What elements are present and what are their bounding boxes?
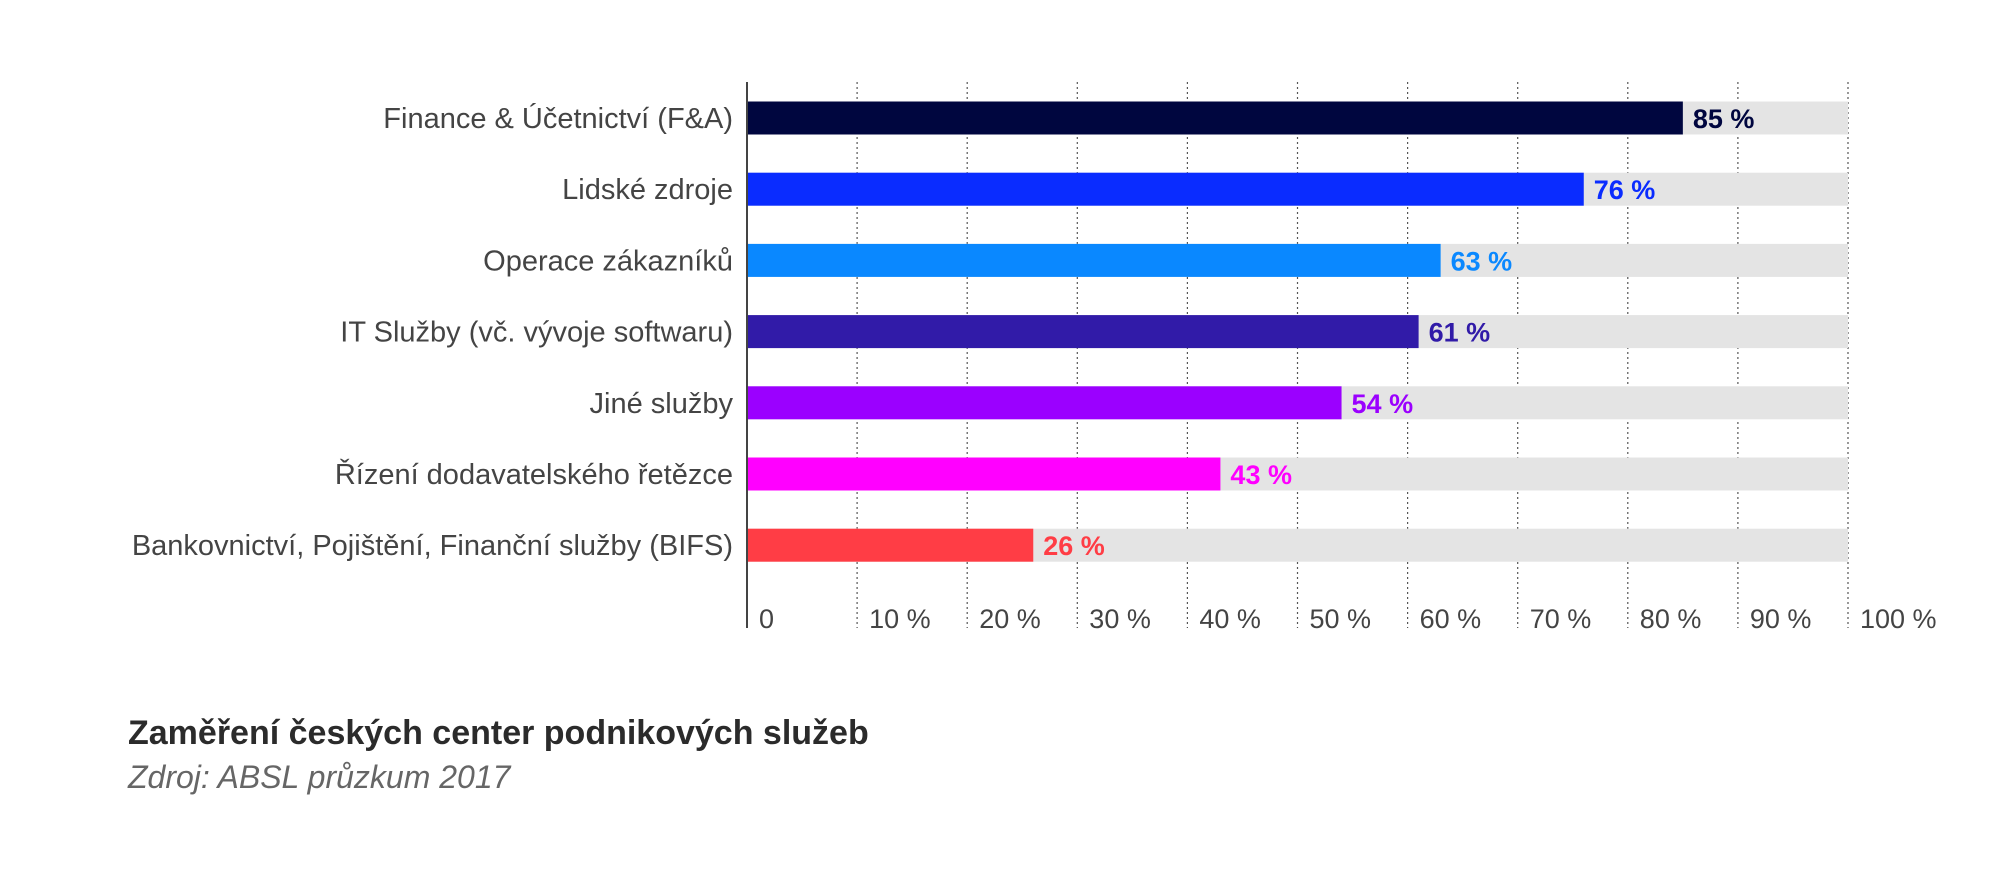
- x-tick-label: 100 %: [1860, 604, 1937, 634]
- value-label: 26 %: [1043, 531, 1105, 561]
- chart-title: Zaměření českých center podnikových služ…: [128, 714, 869, 752]
- value-label: 43 %: [1230, 460, 1292, 490]
- x-tick-label: 80 %: [1640, 604, 1702, 634]
- x-tick-label: 30 %: [1089, 604, 1151, 634]
- bar-chart: Finance & Účetnictví (F&A) Lidské zdroje O…: [132, 82, 1937, 634]
- bar: [747, 243, 1441, 277]
- chart-caption: Zaměření českých center podnikových služ…: [128, 714, 869, 796]
- bar: [747, 457, 1221, 491]
- x-tick-label: 10 %: [869, 604, 931, 634]
- bar: [747, 386, 1342, 420]
- bar: [747, 101, 1683, 135]
- bar: [747, 172, 1584, 206]
- category-label: IT Služby (vč. vývoje softwaru): [340, 317, 733, 349]
- category-label: Operace zákazníků: [483, 245, 733, 277]
- x-tick-label: 0: [759, 604, 774, 634]
- category-label: Lidské zdroje: [562, 174, 733, 206]
- bar: [747, 528, 1034, 562]
- category-label: Bankovnictví, Pojištění, Finanční služby…: [132, 530, 733, 562]
- value-label: 63 %: [1451, 246, 1513, 276]
- x-tick-label: 20 %: [979, 604, 1041, 634]
- data-bars: [747, 101, 1683, 562]
- x-tick-label: 50 %: [1310, 604, 1372, 634]
- bar: [747, 315, 1419, 349]
- value-label: 76 %: [1594, 175, 1656, 205]
- x-tick-label: 40 %: [1199, 604, 1261, 634]
- value-label: 54 %: [1352, 389, 1414, 419]
- value-label: 61 %: [1429, 318, 1491, 348]
- x-tick-label: 70 %: [1530, 604, 1592, 634]
- category-label: Řízení dodavatelského řetězce: [335, 458, 733, 491]
- chart-source: Zdroj: ABSL průzkum 2017: [128, 759, 511, 795]
- value-labels: 85 % 76 % 63 % 61 % 54 % 43 % 26 %: [1043, 104, 1754, 561]
- x-tick-label: 60 %: [1420, 604, 1482, 634]
- category-label: Finance & Účetnictví (F&A): [383, 102, 733, 135]
- value-label: 85 %: [1693, 104, 1755, 134]
- category-label: Jiné služby: [590, 388, 734, 420]
- x-axis-ticks: 0 10 % 20 % 30 % 40 % 50 % 60 % 70 % 80 % 90 % 100…: [759, 604, 1937, 634]
- x-tick-label: 90 %: [1750, 604, 1812, 634]
- category-labels: Finance & Účetnictví (F&A) Lidské zdroje O…: [132, 102, 734, 562]
